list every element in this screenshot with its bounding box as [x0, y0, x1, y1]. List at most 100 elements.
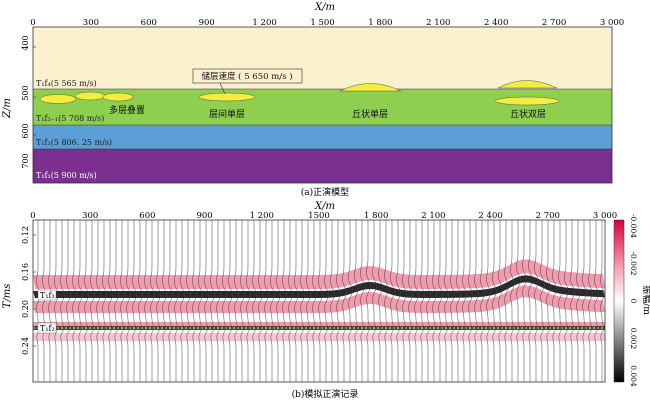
- seismic-trace: [167, 220, 173, 382]
- seismic-trace: [143, 220, 149, 382]
- top-y-ticks: 400 500 600 700: [21, 35, 36, 169]
- y-tick-label: 0.16: [21, 263, 30, 281]
- seismic-trace: [431, 220, 437, 382]
- x-tick-label: 2 100: [426, 18, 450, 28]
- seismic-trace: [593, 220, 599, 382]
- x-tick-label: 300: [82, 211, 98, 221]
- seismic-trace: [563, 220, 569, 382]
- seismic-trace: [575, 220, 581, 382]
- lens-multi-2: [74, 91, 106, 101]
- lens-inter: [198, 92, 256, 102]
- x-tick-label: 1 200: [252, 18, 276, 28]
- seismic-trace: [503, 220, 509, 382]
- seismic-trace: [341, 220, 347, 382]
- seismic-trace: [161, 220, 167, 382]
- lens-mound-upper: [497, 80, 558, 89]
- top-x-ticks: 0 300 600 900 1 200 1 500 1 800 2 100 2 400 2 700…: [30, 18, 624, 30]
- seismic-trace: [425, 220, 431, 382]
- top-caption: (a)正演模型: [301, 186, 349, 198]
- label-interlayer: 层间单层: [209, 108, 245, 120]
- seismic-trace: [329, 220, 335, 382]
- bottom-xlabel: X/m: [314, 201, 335, 212]
- seismic-trace: [557, 220, 563, 382]
- colorbar-tick-label: -0.004: [629, 214, 638, 238]
- seismic-trace: [335, 220, 341, 382]
- seismic-trace: [275, 220, 281, 382]
- bottom-caption: (b)模拟正演记录: [292, 388, 359, 400]
- x-tick-label: 900: [196, 211, 212, 221]
- colorbar-ticks: -0.004 -0.002 0 0.002 0.004: [629, 214, 638, 387]
- y-tick-label: 400: [21, 35, 30, 50]
- seismic-trace: [365, 220, 371, 382]
- x-tick-label: 0: [30, 18, 35, 28]
- seismic-trace: [401, 220, 407, 382]
- seismic-trace: [263, 220, 269, 382]
- x-tick-label: 1 500: [310, 18, 334, 28]
- x-tick-label: 3 000: [600, 18, 624, 28]
- bottom-x-ticks: 0 300 600 900 1 200 1500 1 800 2 100 2 400 2 700 3…: [30, 211, 617, 223]
- seismic-trace: [587, 220, 593, 382]
- colorbar: [613, 219, 625, 383]
- x-tick-label: 1 800: [364, 211, 388, 221]
- seismic-trace: [413, 220, 419, 382]
- seismic-trace: [497, 220, 503, 382]
- seismic-trace: [251, 220, 257, 382]
- bottom-ylabel: T/ms: [2, 284, 13, 309]
- lens-multi-1: [39, 94, 77, 104]
- seismic-trace: [47, 220, 53, 382]
- seismic-trace: [35, 220, 41, 382]
- top-ylabel: Z/m: [2, 98, 13, 119]
- seismic-trace: [209, 220, 215, 382]
- seismic-trace: [281, 220, 287, 382]
- seismic-trace: [582, 220, 587, 382]
- layer-t1f4: [33, 27, 612, 89]
- seismic-trace: [215, 220, 221, 382]
- x-tick-label: 3 000: [593, 211, 617, 221]
- y-tick-label: 0.20: [21, 300, 30, 318]
- y-tick-label: 0.12: [21, 226, 30, 244]
- y-tick-label: 500: [21, 85, 30, 100]
- seismic-trace: [83, 220, 89, 382]
- seismic-trace: [323, 220, 329, 382]
- seismic-trace: [467, 220, 473, 382]
- seismic-trace: [173, 220, 179, 382]
- seismic-trace: [71, 220, 77, 382]
- seismic-trace: [473, 220, 479, 382]
- label-multilayer: 多层叠置: [109, 104, 145, 116]
- horizon-t1f3: T₁f₃: [40, 291, 55, 300]
- x-tick-label: 2 400: [478, 211, 502, 221]
- seismic-trace: [353, 220, 359, 382]
- seismic-trace: [203, 220, 209, 382]
- seismic-trace: [233, 220, 239, 382]
- seismic-trace: [395, 220, 401, 382]
- seismic-trace: [269, 220, 275, 382]
- seismic-trace: [119, 220, 125, 382]
- seismic-trace: [305, 220, 311, 382]
- top-xlabel: X/m: [314, 2, 335, 13]
- seismic-trace: [485, 220, 491, 382]
- seismic-trace: [389, 220, 395, 382]
- x-tick-label: 1 800: [368, 18, 392, 28]
- colorbar-tick-label: -0.002: [629, 251, 638, 275]
- seismic-trace: [317, 220, 323, 382]
- seismic-trace: [371, 220, 377, 382]
- x-tick-label: 2 700: [542, 18, 566, 28]
- seismic-trace: [551, 220, 557, 382]
- seismic-section: [33, 220, 605, 382]
- x-tick-label: 600: [139, 211, 155, 221]
- seismic-trace: [509, 220, 515, 382]
- seismic-trace: [311, 220, 317, 382]
- seismic-trace: [53, 220, 59, 382]
- reservoir-lenses: [39, 80, 560, 106]
- seismic-trace: [515, 220, 521, 382]
- seismic-trace: [377, 220, 383, 382]
- seismic-trace: [107, 220, 113, 382]
- label-mound-single: 丘状单层: [352, 108, 388, 120]
- lens-multi-3: [102, 92, 134, 102]
- seismic-trace: [360, 220, 365, 382]
- seismic-trace: [287, 220, 293, 382]
- seismic-trace: [179, 220, 185, 382]
- seismic-trace: [221, 220, 227, 382]
- seismic-trace: [569, 220, 575, 382]
